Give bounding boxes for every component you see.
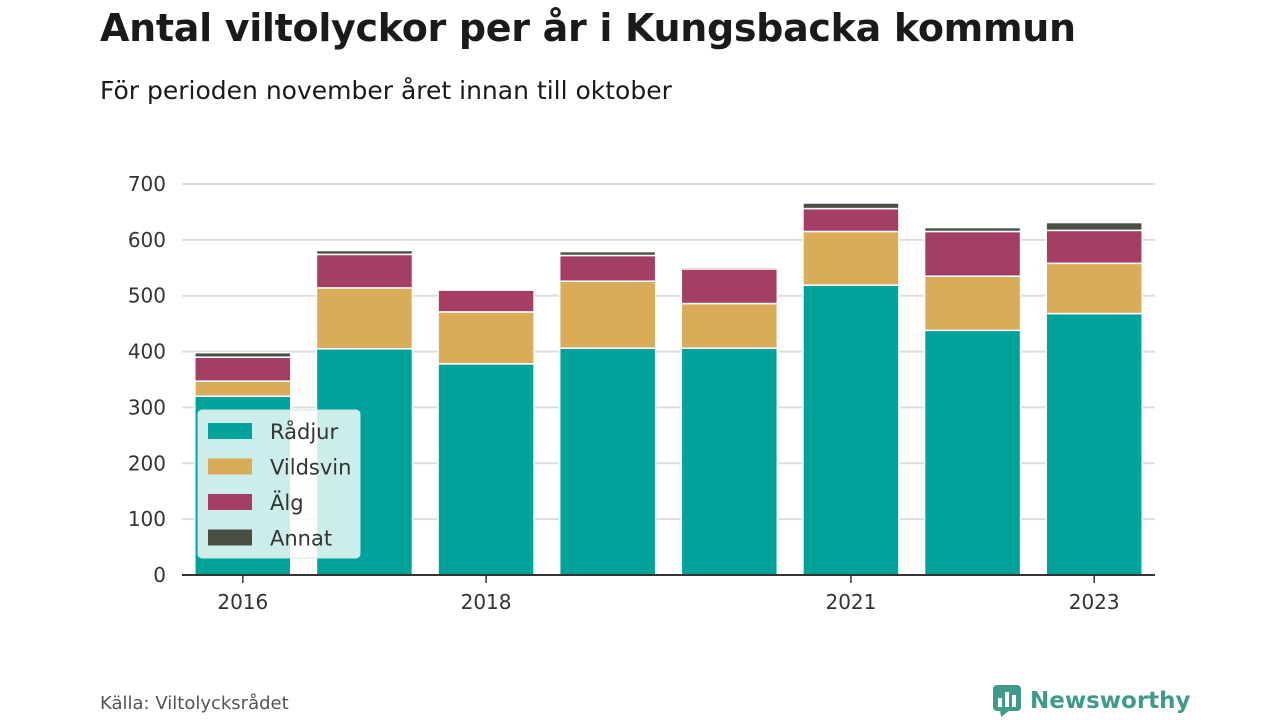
bar-segment	[680, 268, 779, 305]
legend-label: Rådjur	[270, 419, 338, 444]
chart-title: Antal viltolyckor per år i Kungsbacka ko…	[100, 6, 1076, 50]
bar-segment	[802, 207, 900, 233]
legend-swatch	[208, 458, 252, 475]
y-tick-label: 600	[128, 228, 166, 252]
bar-segment	[1045, 312, 1143, 576]
bar-segment	[558, 347, 657, 576]
legend: Rådjur Vildsvin Älg Annat	[197, 409, 361, 559]
legend-label: Annat	[270, 527, 332, 551]
bar-segment	[923, 329, 1022, 576]
bar-segment	[1045, 221, 1143, 232]
chart-subtitle: För perioden november året innan till ok…	[100, 76, 672, 105]
legend-swatch	[208, 423, 252, 439]
y-tick-label: 200	[128, 451, 166, 475]
x-tick-label: 2023	[1069, 590, 1120, 614]
bar-segment	[194, 356, 292, 382]
y-tick-label: 400	[128, 340, 166, 364]
bar-segment	[558, 280, 657, 349]
bar-segment	[437, 289, 535, 313]
x-tick-label: 2021	[825, 590, 876, 614]
source-note: Källa: Viltolycksrådet	[100, 693, 289, 714]
x-tick-label: 2018	[461, 590, 512, 614]
brand-name: Newsworthy	[1030, 688, 1191, 714]
bar-segment	[1045, 229, 1143, 265]
y-tick-label: 700	[128, 172, 166, 196]
bar-segment	[194, 351, 292, 358]
bar-segment	[923, 230, 1022, 277]
bar-segment	[437, 311, 535, 365]
brand-logo: Newsworthy	[992, 684, 1191, 718]
bar-segment	[802, 230, 900, 286]
bar-segment	[680, 347, 779, 576]
y-tick-label: 300	[128, 395, 166, 419]
axes: 0 100 200 300 400 500 600 700 2016 2018 2021 2023	[128, 172, 1155, 614]
y-tick-label: 0	[153, 563, 166, 587]
legend-label: Älg	[270, 490, 304, 515]
bar-chart-speech-bubble-icon	[993, 685, 1021, 717]
x-tick-label: 2016	[217, 590, 268, 614]
bar-segment	[437, 363, 535, 576]
y-tick-label: 100	[128, 507, 166, 531]
y-tick-label: 500	[128, 284, 166, 308]
legend-swatch	[208, 529, 252, 546]
legend-box	[197, 409, 361, 559]
legend-swatch	[208, 494, 252, 510]
legend-label: Vildsvin	[270, 456, 351, 480]
bar-segment	[680, 266, 779, 270]
bar-segment	[558, 254, 657, 282]
bar-segment	[315, 249, 414, 256]
bar-segment	[923, 226, 1022, 233]
bar-segment	[1045, 262, 1143, 315]
bar-segment	[315, 287, 414, 350]
bar-segment	[680, 302, 779, 349]
bar-segment	[194, 380, 292, 398]
bar-segment	[802, 284, 900, 576]
bar-segment	[315, 253, 414, 289]
bar-segment	[802, 202, 900, 210]
bar-segment	[923, 275, 1022, 332]
bar-segment	[558, 250, 657, 257]
